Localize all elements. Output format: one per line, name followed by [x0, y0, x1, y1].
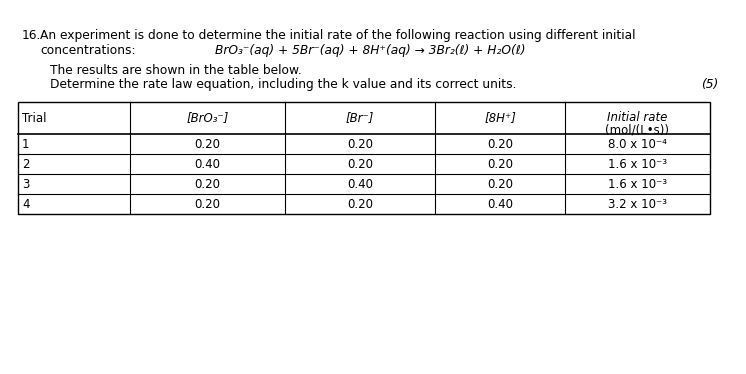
Text: 0.40: 0.40: [487, 197, 513, 211]
Text: Trial: Trial: [22, 111, 46, 125]
Text: [8H⁺]: [8H⁺]: [484, 111, 516, 125]
Text: 0.40: 0.40: [195, 157, 221, 171]
Text: 0.40: 0.40: [347, 178, 373, 190]
Text: BrO₃⁻(aq) + 5Br⁻(aq) + 8H⁺(aq) → 3Br₂(ℓ) + H₂O(ℓ): BrO₃⁻(aq) + 5Br⁻(aq) + 8H⁺(aq) → 3Br₂(ℓ)…: [215, 44, 525, 57]
Text: [BrO₃⁻]: [BrO₃⁻]: [186, 111, 229, 125]
Text: The results are shown in the table below.: The results are shown in the table below…: [50, 64, 301, 77]
Text: (mol/(L•s)): (mol/(L•s)): [606, 123, 669, 136]
Text: 1: 1: [22, 138, 30, 150]
Text: 0.20: 0.20: [347, 138, 373, 150]
Text: 0.20: 0.20: [195, 197, 221, 211]
Text: 3: 3: [22, 178, 29, 190]
Text: 0.20: 0.20: [487, 157, 513, 171]
Bar: [18, 102, 710, 214]
Text: 0.20: 0.20: [347, 197, 373, 211]
Text: 8.0 x 10⁻⁴: 8.0 x 10⁻⁴: [608, 138, 667, 150]
Text: [Br⁻]: [Br⁻]: [346, 111, 374, 125]
Text: 1.6 x 10⁻³: 1.6 x 10⁻³: [608, 178, 667, 190]
Text: (5): (5): [700, 78, 718, 91]
Text: 0.20: 0.20: [487, 138, 513, 150]
Text: 0.20: 0.20: [195, 178, 221, 190]
Text: 4: 4: [22, 197, 30, 211]
Text: Determine the rate law equation, including the k value and its correct units.: Determine the rate law equation, includi…: [50, 78, 516, 91]
Text: 16.: 16.: [22, 29, 41, 42]
Text: 0.20: 0.20: [347, 157, 373, 171]
Text: 0.20: 0.20: [195, 138, 221, 150]
Text: concentrations:: concentrations:: [40, 44, 136, 57]
Text: 2: 2: [22, 157, 30, 171]
Text: Initial rate: Initial rate: [607, 111, 668, 124]
Text: 1.6 x 10⁻³: 1.6 x 10⁻³: [608, 157, 667, 171]
Text: An experiment is done to determine the initial rate of the following reaction us: An experiment is done to determine the i…: [40, 29, 636, 42]
Text: 3.2 x 10⁻³: 3.2 x 10⁻³: [608, 197, 667, 211]
Text: 0.20: 0.20: [487, 178, 513, 190]
